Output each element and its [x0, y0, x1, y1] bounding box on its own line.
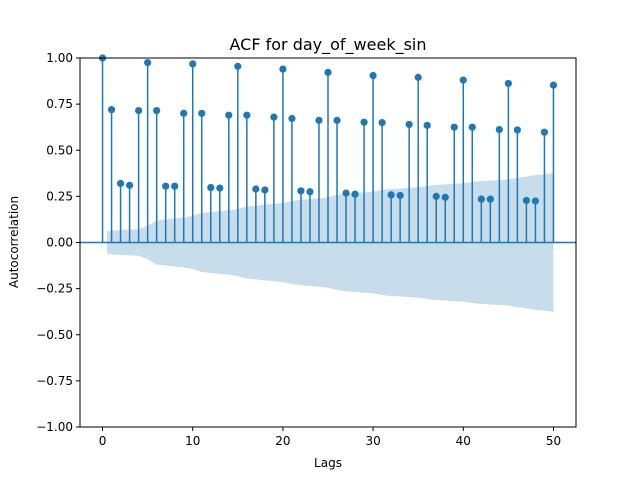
- acf-point: [107, 106, 116, 114]
- acf-point: [396, 191, 404, 200]
- acf-point: [378, 118, 386, 127]
- acf-point: [225, 111, 233, 119]
- acf-point: [297, 187, 305, 195]
- acf-point: [450, 123, 458, 131]
- acf-point: [351, 190, 359, 198]
- y-tick-label: 0.50: [46, 143, 73, 157]
- acf-point: [387, 191, 395, 199]
- acf-point: [504, 79, 512, 88]
- acf-point: [171, 182, 179, 190]
- x-tick-label: 20: [275, 434, 290, 448]
- acf-point: [153, 106, 161, 115]
- y-axis-label: Autocorrelation: [7, 196, 21, 288]
- acf-point: [288, 114, 296, 123]
- acf-point: [360, 118, 368, 126]
- y-tick-label: −0.75: [36, 374, 73, 388]
- acf-point: [135, 106, 143, 115]
- acf-point: [513, 126, 521, 134]
- x-tick-label: 30: [365, 434, 380, 448]
- chart-title: ACF for day_of_week_sin: [229, 35, 426, 55]
- acf-point: [540, 128, 549, 136]
- y-tick-label: 1.00: [46, 51, 73, 65]
- acf-point: [423, 121, 431, 129]
- acf-point: [261, 186, 269, 194]
- acf-point: [279, 65, 287, 73]
- acf-point: [116, 179, 125, 188]
- acf-point: [324, 68, 332, 76]
- x-axis-label: Lags: [314, 456, 342, 470]
- acf-point: [522, 196, 531, 205]
- acf-point: [468, 123, 476, 131]
- acf-point: [270, 113, 278, 121]
- y-tick-label: −0.25: [36, 282, 73, 296]
- acf-point: [495, 125, 503, 134]
- acf-point: [198, 109, 206, 117]
- acf-point: [549, 81, 558, 89]
- acf-point: [234, 62, 242, 70]
- acf-point: [126, 181, 134, 189]
- acf-point: [432, 192, 440, 200]
- acf-point: [414, 73, 422, 81]
- acf-point: [180, 109, 188, 117]
- stem-layer: [101, 58, 555, 243]
- acf-point: [531, 197, 540, 205]
- y-tick-label: 0.75: [46, 97, 73, 111]
- x-tick-label: 10: [185, 434, 200, 448]
- y-tick-label: −0.50: [36, 328, 73, 342]
- acf-point: [486, 195, 494, 203]
- x-tick-label: 40: [456, 434, 471, 448]
- x-axis-ticks: 0 10 20 30 40 50: [99, 427, 561, 448]
- marker-layer: [98, 54, 558, 205]
- acf-point: [144, 59, 152, 67]
- y-axis-ticks: −1.00 −0.75 −0.50 −0.25 0.00 0.25 0.50 0.75 1.00: [36, 51, 80, 434]
- acf-point: [189, 60, 197, 68]
- acf-point: [216, 184, 224, 192]
- acf-point: [315, 116, 323, 124]
- acf-point: [405, 120, 413, 129]
- y-tick-label: 0.00: [46, 236, 73, 250]
- acf-point: [306, 188, 314, 196]
- acf-point: [369, 71, 377, 80]
- x-tick-label: 50: [546, 434, 561, 448]
- acf-point: [441, 193, 449, 201]
- acf-point: [459, 76, 467, 84]
- acf-point: [162, 182, 170, 190]
- acf-point: [477, 195, 485, 203]
- acf-point: [333, 116, 341, 124]
- acf-point: [207, 183, 215, 192]
- y-tick-label: 0.25: [46, 189, 73, 203]
- y-tick-label: −1.00: [36, 420, 73, 434]
- x-tick-label: 0: [99, 434, 107, 448]
- acf-point: [252, 185, 260, 193]
- acf-point: [243, 111, 251, 119]
- acf-point: [342, 189, 350, 197]
